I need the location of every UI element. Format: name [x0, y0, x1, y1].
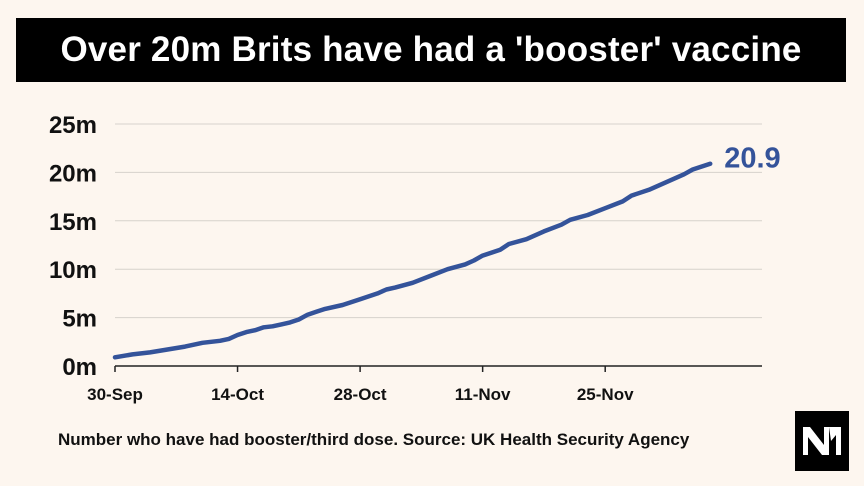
end-value-label: 20.9	[724, 143, 780, 175]
x-tick-label: 30-Sep	[87, 385, 143, 404]
series-line	[112, 161, 713, 360]
publisher-logo	[795, 411, 849, 471]
y-tick-label: 5m	[62, 306, 97, 333]
y-tick-label: 20m	[49, 160, 97, 187]
nm-logo-icon	[803, 427, 841, 455]
x-tick-label: 28-Oct	[334, 385, 387, 404]
y-tick-label: 10m	[49, 257, 97, 284]
x-tick-label: 11-Nov	[455, 385, 511, 404]
y-tick-label: 0m	[62, 354, 97, 381]
source-note: Number who have had booster/third dose. …	[58, 430, 690, 449]
chart-title: Over 20m Brits have had a 'booster' vacc…	[16, 18, 846, 82]
y-tick-label: 15m	[49, 209, 97, 236]
y-tick-label: 25m	[49, 112, 97, 139]
x-tick-label: 14-Oct	[211, 385, 264, 404]
x-tick-label: 25-Nov	[577, 385, 634, 404]
